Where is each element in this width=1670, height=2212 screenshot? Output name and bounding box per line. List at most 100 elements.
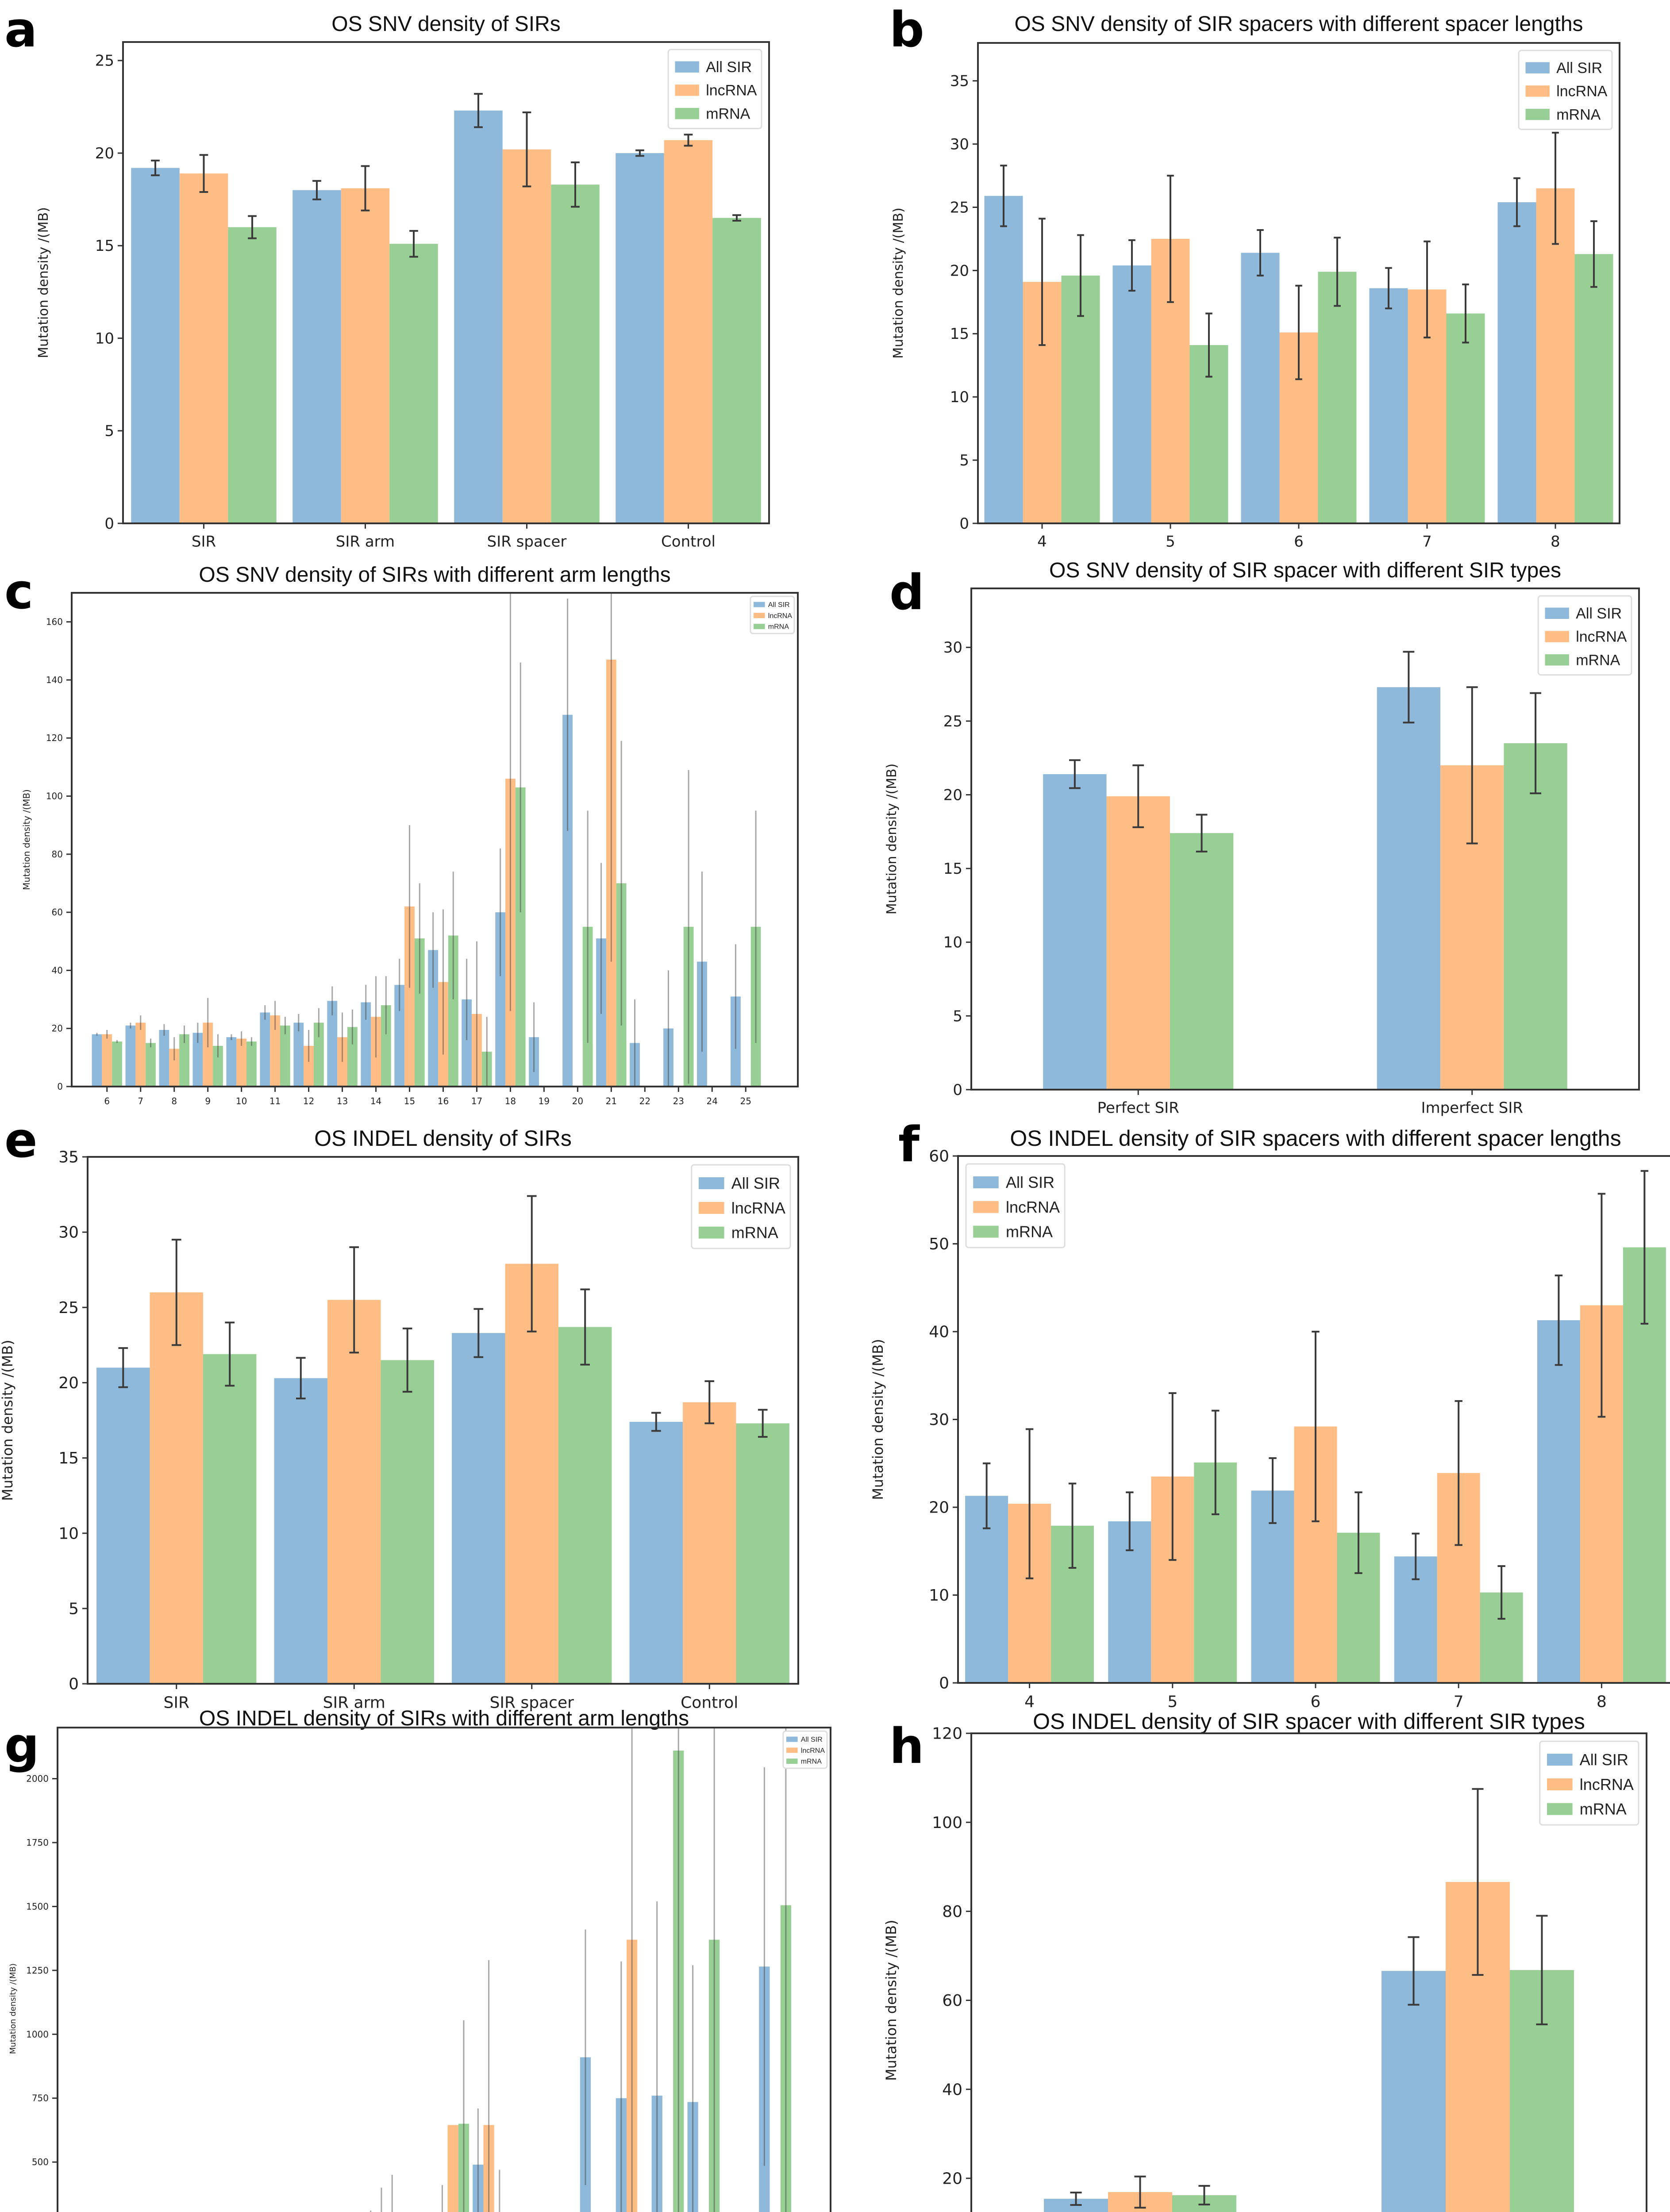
bar-mrna-sir-spacer (551, 184, 600, 523)
y-tick-label: 0 (959, 515, 969, 533)
y-tick-label: 50 (929, 1235, 949, 1253)
y-tick-label: 80 (942, 1903, 962, 1921)
y-tick-label: 0 (69, 1675, 79, 1694)
y-tick-label: 20 (52, 1023, 63, 1034)
bar-all-sir-16 (428, 950, 439, 1087)
y-tick-label: 120 (46, 733, 63, 743)
bar-lncrna-21 (626, 1939, 638, 2212)
bar-lncrna-7 (135, 1022, 146, 1087)
x-tick-label: 13 (337, 1096, 348, 1106)
chart-title: OS SNV density of SIRs (331, 12, 561, 36)
legend-swatch-mrna (754, 624, 765, 630)
bar-all-sir-9 (192, 1033, 203, 1087)
panel-letter: e (4, 1112, 38, 1168)
bar-lncrna-16 (438, 982, 448, 1087)
x-tick-label: SIR arm (336, 533, 395, 551)
y-axis-label: Mutation density /(MB) (8, 1963, 18, 2054)
bar-mrna-perfect-sir (1170, 833, 1234, 1090)
legend-swatch-mrna (1525, 108, 1550, 120)
bar-mrna-control (712, 218, 761, 523)
bars (965, 1170, 1666, 1683)
legend-label: All SIR (768, 601, 790, 609)
legend-label: All SIR (731, 1174, 780, 1192)
bar-all-sir-sir-spacer (454, 110, 503, 523)
bar-all-sir-12 (293, 1022, 304, 1087)
legend-swatch-lncrna (1547, 1778, 1573, 1790)
x-tick-label: SIR arm (323, 1694, 385, 1712)
y-tick-label: 30 (929, 1411, 949, 1429)
bar-mrna-25 (750, 926, 761, 1087)
legend: All SIR lncRNA mRNA (691, 1164, 791, 1249)
bar-all-sir-sir (131, 168, 180, 523)
bar-mrna-imperfect-sir (1504, 743, 1567, 1090)
bar-lncrna-21 (606, 659, 616, 1087)
x-tick-label: SIR (164, 1694, 189, 1712)
bar-lncrna-13 (337, 1037, 347, 1087)
axes-frame (87, 1156, 799, 1685)
legend-swatch-all-sir (973, 1176, 999, 1189)
bar-all-sir-5 (1112, 265, 1151, 523)
x-tick-label: 24 (707, 1096, 718, 1106)
y-tick-label: 5 (959, 452, 969, 469)
bar-lncrna-control (683, 1402, 736, 1684)
y-tick-label: 1250 (26, 1965, 49, 1976)
bar-all-sir-sir (96, 1367, 150, 1684)
y-axis-label: Mutation density /(MB) (883, 1920, 900, 2081)
legend-label: All SIR (1576, 605, 1622, 622)
bar-mrna-8 (1574, 254, 1613, 523)
bar-all-sir-8 (159, 1029, 169, 1087)
legend-swatch-all-sir (675, 61, 699, 73)
x-tick-label: 7 (138, 1096, 143, 1106)
legend: All SIR lncRNA mRNA (1539, 1740, 1639, 1826)
bar-mrna-control (736, 1423, 789, 1684)
bar-mrna-6 (112, 1041, 122, 1087)
bar-all-sir-6 (92, 1034, 102, 1087)
y-tick-label: 40 (929, 1323, 949, 1341)
bar-lncrna-17 (483, 2125, 494, 2212)
bar-all-sir-25 (759, 1966, 770, 2212)
legend: All SIR lncRNA mRNA (1537, 595, 1632, 676)
axes-frame (71, 592, 799, 1087)
legend-swatch-lncrna (786, 1747, 798, 1753)
legend-swatch-lncrna (1525, 85, 1550, 97)
bar-lncrna-sir (179, 173, 228, 523)
x-tick-label: Control (681, 1694, 738, 1712)
y-tick-label: 30 (950, 136, 969, 154)
bar-lncrna-6 (102, 1034, 112, 1087)
legend-label: mRNA (1006, 1223, 1053, 1241)
y-tick-label: 1750 (26, 1837, 49, 1848)
bars (131, 93, 761, 523)
x-tick-label: 7 (1454, 1693, 1464, 1711)
bar-mrna-sir (228, 227, 277, 523)
bar-mrna-16 (448, 935, 458, 1087)
bar-lncrna-sir-spacer (502, 149, 551, 523)
bar-all-sir-perfect-sir (1043, 774, 1107, 1090)
y-tick-label: 100 (46, 791, 63, 802)
bar-all-sir-15 (394, 985, 405, 1087)
legend-swatch-lncrna (1545, 631, 1569, 642)
x-tick-label: SIR (192, 533, 216, 551)
y-tick-label: 15 (58, 1449, 79, 1467)
x-tick-label: 20 (572, 1096, 583, 1106)
x-tick-label: 12 (303, 1096, 314, 1106)
bar-mrna-25 (780, 1905, 792, 2212)
bar-mrna-12 (314, 1022, 324, 1087)
legend-swatch-mrna (786, 1759, 798, 1764)
bar-all-sir-imperfect-sir (1377, 687, 1441, 1090)
bar-mrna-15 (414, 938, 425, 1087)
x-tick-label: Imperfect SIR (1421, 1099, 1523, 1117)
y-tick-label: 10 (943, 934, 962, 952)
legend-label: mRNA (731, 1224, 778, 1242)
y-tick-label: 25 (95, 52, 114, 70)
bar-all-sir-22 (651, 2095, 662, 2212)
legend-swatch-lncrna (973, 1201, 999, 1213)
y-tick-label: 20 (943, 786, 962, 804)
legend-swatch-mrna (973, 1225, 999, 1238)
legend-label: mRNA (801, 1758, 822, 1766)
bar-lncrna-8 (169, 1048, 180, 1087)
bar-all-sir-4 (984, 196, 1023, 523)
y-tick-label: 0 (953, 1081, 962, 1099)
legend-swatch-all-sir (699, 1177, 724, 1190)
x-tick-label: 7 (1422, 533, 1432, 551)
